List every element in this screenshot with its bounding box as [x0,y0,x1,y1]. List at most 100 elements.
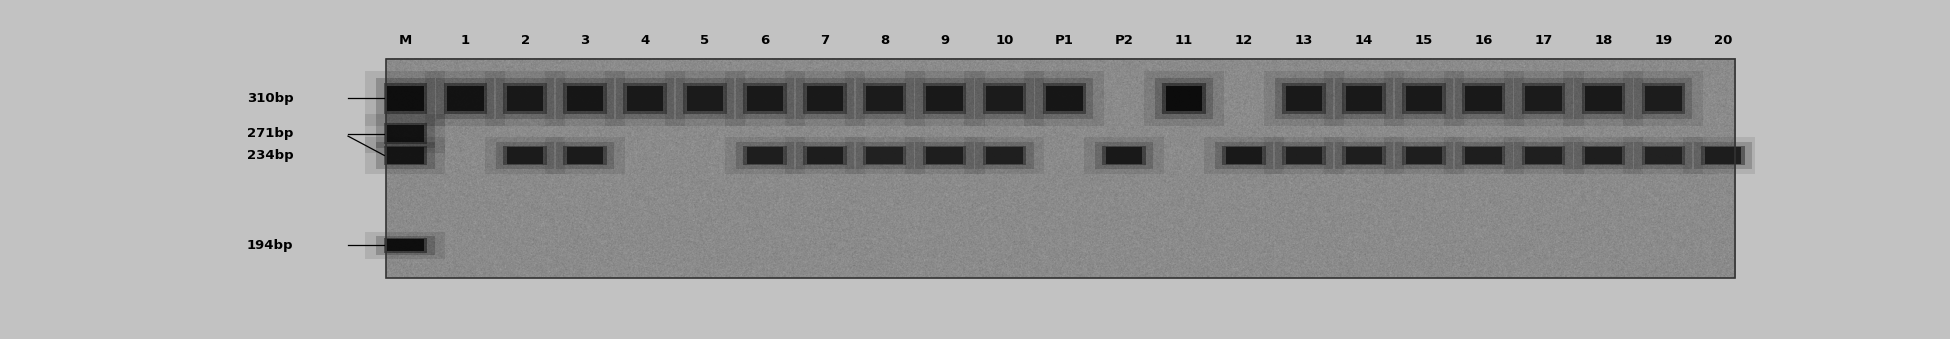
Bar [862,83,907,114]
Bar [1275,78,1334,119]
Text: 13: 13 [1295,34,1312,47]
Text: 12: 12 [1234,34,1254,47]
Bar [735,78,794,119]
Text: 18: 18 [1595,34,1613,47]
Text: 14: 14 [1355,34,1373,47]
Text: 2: 2 [521,34,530,47]
Bar [1503,137,1583,174]
Bar [604,71,684,126]
Bar [844,71,924,126]
Text: M: M [400,34,411,47]
Bar [677,78,733,119]
Bar [1574,142,1632,168]
Bar [1581,145,1624,165]
Text: 7: 7 [821,34,829,47]
Bar [1466,86,1502,111]
Bar [376,78,435,119]
Bar [725,71,805,126]
Bar [1102,145,1147,165]
Bar [1585,147,1622,164]
Bar [1283,83,1326,114]
Bar [1096,142,1152,168]
Bar [975,142,1034,168]
Bar [556,78,614,119]
Bar [388,125,423,142]
Bar [1283,145,1326,165]
Text: 234bp: 234bp [248,149,292,162]
Bar [1394,78,1453,119]
Bar [1515,142,1572,168]
Bar [866,86,903,111]
Bar [624,83,667,114]
Bar [987,147,1022,164]
Bar [1503,71,1583,126]
Bar [682,83,727,114]
Bar [486,137,566,174]
Bar [803,83,846,114]
Bar [425,71,505,126]
Bar [905,71,985,126]
Text: 4: 4 [640,34,649,47]
Text: 8: 8 [879,34,889,47]
Bar [376,119,435,147]
Bar [567,86,603,111]
Bar [388,86,423,111]
Text: 11: 11 [1176,34,1193,47]
Text: 15: 15 [1414,34,1433,47]
Bar [503,83,548,114]
Bar [665,71,745,126]
Bar [1162,83,1205,114]
Text: P1: P1 [1055,34,1074,47]
Bar [1646,147,1681,164]
Bar [365,232,445,259]
Bar [1455,78,1513,119]
Bar [844,137,924,174]
Bar [1683,137,1763,174]
Bar [1634,142,1693,168]
Bar [1462,145,1505,165]
Bar [1043,83,1086,114]
Bar [1285,86,1322,111]
Bar [386,59,1736,278]
Bar [1045,86,1082,111]
Bar [905,137,985,174]
Bar [1402,83,1445,114]
Bar [862,145,907,165]
Bar [376,236,435,255]
Bar [1642,83,1685,114]
Bar [1324,137,1404,174]
Bar [1622,137,1704,174]
Text: 20: 20 [1714,34,1732,47]
Bar [546,137,626,174]
Bar [784,71,864,126]
Bar [486,71,566,126]
Bar [1581,83,1624,114]
Bar [1402,145,1445,165]
Bar [443,83,488,114]
Bar [784,137,864,174]
Bar [1264,71,1344,126]
Bar [1695,142,1753,168]
Text: 17: 17 [1535,34,1552,47]
Bar [1585,86,1622,111]
Bar [926,86,963,111]
Bar [1521,145,1566,165]
Text: 1: 1 [460,34,470,47]
Bar [388,147,423,164]
Bar [915,142,973,168]
Bar [1334,78,1392,119]
Bar [1346,86,1383,111]
Bar [556,142,614,168]
Bar [1521,83,1566,114]
Bar [1462,83,1505,114]
Bar [1704,147,1741,164]
Text: 5: 5 [700,34,710,47]
Bar [507,147,544,164]
Text: P2: P2 [1115,34,1133,47]
Bar [1203,137,1285,174]
Bar [437,78,495,119]
Bar [546,71,626,126]
Bar [365,137,445,174]
Bar [743,83,786,114]
Bar [384,145,427,165]
